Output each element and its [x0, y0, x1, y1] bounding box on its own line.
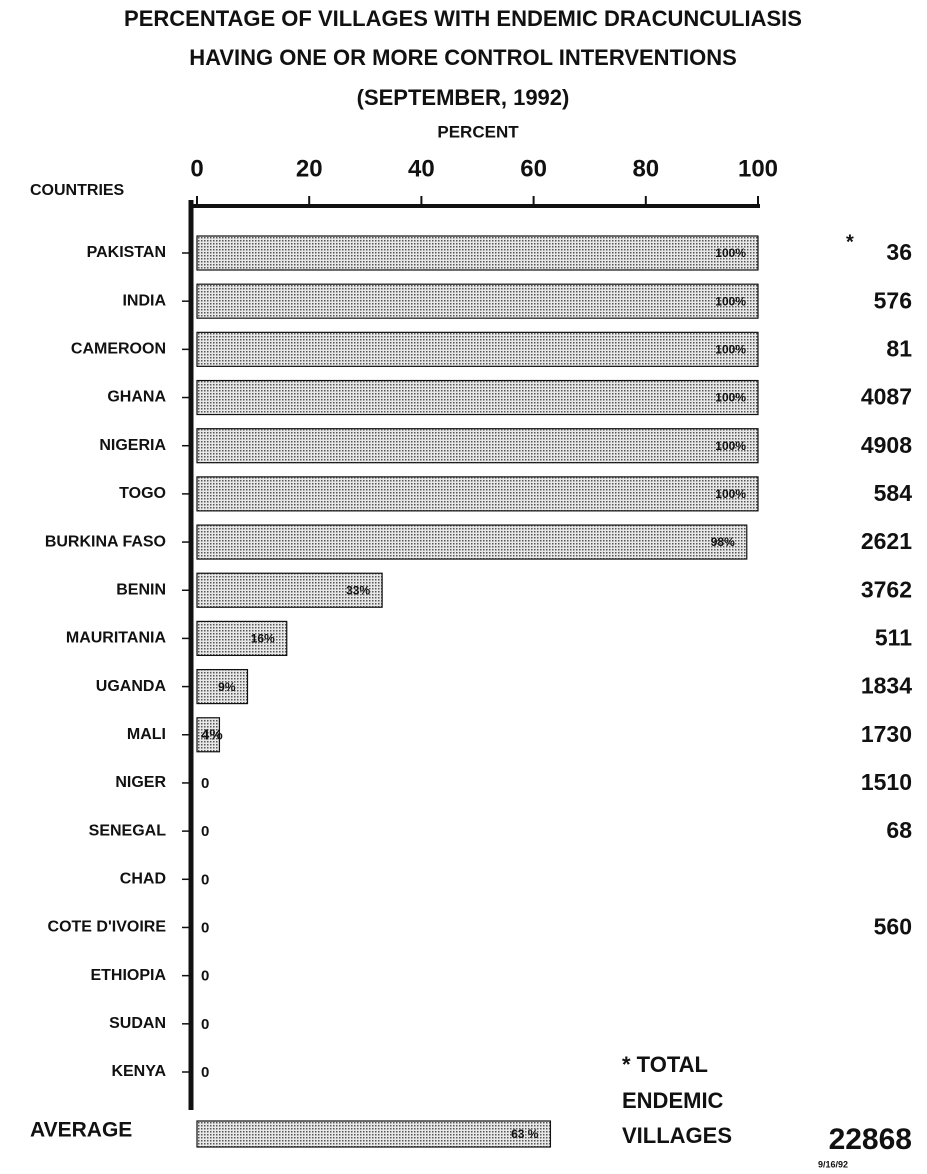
value-label: 0 — [201, 1064, 209, 1081]
value-label: 98% — [711, 535, 735, 549]
value-label: 100% — [715, 343, 746, 357]
footnote-mark: * — [846, 231, 854, 253]
bar — [196, 476, 759, 512]
y-tick-label: BENIN — [116, 581, 166, 598]
category-axis-label: COUNTRIES — [30, 182, 125, 199]
average-label: AVERAGE — [30, 1119, 132, 1142]
endemic-villages: 511 — [875, 624, 912, 650]
y-tick-label: MAURITANIA — [66, 630, 167, 647]
y-tick-label: CHAD — [120, 871, 166, 888]
endemic-villages: 560 — [874, 914, 912, 940]
value-label: 4% — [201, 727, 223, 744]
title-line: (SEPTEMBER, 1992) — [357, 85, 570, 110]
value-label: 100% — [715, 487, 746, 501]
value-label: 63 % — [511, 1127, 539, 1141]
value-label: 33% — [346, 583, 370, 597]
bar — [196, 620, 288, 657]
bar — [196, 283, 759, 319]
x-tick-label: 0 — [190, 155, 203, 182]
value-label: 16% — [251, 632, 275, 646]
endemic-villages: 1510 — [861, 769, 912, 795]
value-label: 100% — [715, 246, 746, 260]
total-label-line: ENDEMIC — [622, 1088, 724, 1113]
total-villages: 22868 — [829, 1123, 912, 1156]
title-line: HAVING ONE OR MORE CONTROL INTERVENTIONS — [189, 45, 737, 70]
y-tick-label: COTE D'IVOIRE — [48, 919, 167, 936]
bar — [196, 379, 759, 416]
bar — [196, 428, 759, 464]
value-label: 100% — [715, 439, 746, 453]
y-tick-label: CAMEROON — [71, 341, 166, 358]
y-tick-label: ETHIOPIA — [90, 967, 166, 984]
bar — [196, 668, 249, 705]
endemic-villages: 4908 — [861, 432, 912, 458]
y-tick-label: GHANA — [107, 389, 166, 406]
y-tick-label: SUDAN — [109, 1015, 166, 1032]
y-tick-label: BURKINA FASO — [45, 533, 166, 550]
value-label: 0 — [201, 775, 209, 792]
endemic-villages: 1834 — [861, 673, 912, 699]
bar — [196, 235, 759, 271]
endemic-villages: 576 — [874, 287, 912, 313]
bar — [196, 717, 221, 753]
bar — [196, 331, 759, 367]
value-label: 0 — [201, 823, 209, 840]
endemic-villages: 4087 — [861, 384, 912, 410]
endemic-villages: 3762 — [861, 576, 912, 602]
bar — [196, 572, 383, 608]
value-label: 0 — [201, 1016, 209, 1033]
y-tick-label: UGANDA — [96, 678, 167, 695]
endemic-villages: 1730 — [861, 721, 912, 747]
date: 9/16/92 — [818, 1159, 848, 1169]
x-axis-label: PERCENT — [437, 122, 519, 141]
x-tick-label: 80 — [632, 155, 659, 182]
y-tick-label: INDIA — [122, 292, 166, 309]
endemic-villages: 584 — [874, 480, 913, 506]
y-tick-label: MALI — [127, 726, 166, 743]
endemic-villages: 81 — [886, 335, 912, 361]
x-tick-label: 40 — [408, 155, 435, 182]
y-tick-label: TOGO — [119, 485, 166, 502]
bar — [196, 1120, 552, 1148]
title-line: PERCENTAGE OF VILLAGES WITH ENDEMIC DRAC… — [124, 6, 802, 31]
endemic-villages: 36 — [886, 239, 912, 265]
x-tick-label: 100 — [738, 155, 778, 182]
value-label: 9% — [218, 680, 236, 694]
y-tick-label: KENYA — [111, 1063, 166, 1080]
y-tick-label: PAKISTAN — [87, 244, 166, 261]
y-tick-label: SENEGAL — [89, 822, 167, 839]
value-label: 0 — [201, 968, 209, 985]
total-label-line: * TOTAL — [622, 1052, 708, 1077]
bar — [196, 524, 748, 560]
value-label: 100% — [715, 391, 746, 405]
value-label: 100% — [715, 294, 746, 308]
total-label-line: VILLAGES — [622, 1123, 732, 1148]
x-tick-label: 60 — [520, 155, 547, 182]
y-tick-label: NIGER — [115, 774, 166, 791]
x-tick-label: 20 — [296, 155, 323, 182]
y-tick-label: NIGERIA — [99, 437, 166, 454]
value-label: 0 — [201, 919, 209, 936]
endemic-villages: 2621 — [861, 528, 912, 554]
value-label: 0 — [201, 871, 209, 888]
endemic-villages: 68 — [886, 817, 912, 843]
